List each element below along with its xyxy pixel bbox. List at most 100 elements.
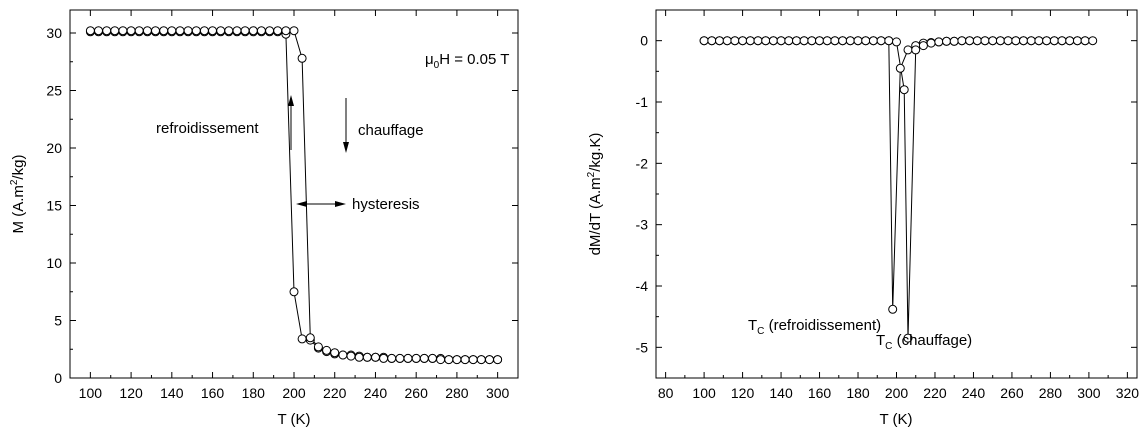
data-point (428, 353, 437, 363)
data-point (305, 333, 315, 343)
data-point (265, 26, 275, 36)
data-point (868, 36, 878, 46)
y-tick-label: 25 (46, 83, 62, 99)
data-point (444, 355, 454, 365)
data-point (248, 26, 258, 36)
data-point (815, 36, 824, 46)
y-tick-label: 30 (46, 25, 62, 41)
data-point (853, 36, 863, 46)
data-point (167, 26, 177, 36)
data-point (216, 26, 226, 36)
y-tick-label: -4 (636, 278, 649, 294)
x-tick-label: 220 (323, 385, 347, 401)
data-point (94, 26, 103, 36)
data-point (699, 36, 709, 46)
data-point (1065, 36, 1075, 46)
data-point (460, 355, 470, 365)
data-point (175, 26, 185, 36)
x-tick-label: 320 (1116, 385, 1140, 401)
data-point (926, 38, 936, 48)
y-axis-label: dM/dT (A.m2/kg.K) (586, 133, 604, 256)
data-point (738, 36, 748, 46)
y-tick-label: 0 (54, 370, 62, 386)
x-tick-label: 80 (658, 385, 674, 401)
data-point (436, 355, 446, 365)
tc-cooling-label: TC (refroidissement) (748, 317, 881, 337)
data-point (118, 26, 128, 36)
axis-ticks: 100 120 140 160 180 200 220 240 260 280 300 0 5 10 15 2… (46, 10, 519, 401)
data-point (395, 353, 405, 363)
y-tick-label: -1 (636, 94, 649, 110)
data-point (387, 353, 397, 363)
cooling-label: refroidissement (156, 120, 259, 137)
data-series (699, 36, 1098, 343)
magnetization-chart: 100 120 140 160 180 200 220 240 260 280 300 0 5 10 15 2… (9, 9, 519, 428)
data-point (142, 26, 152, 36)
data-point (895, 63, 905, 73)
data-point (85, 26, 95, 36)
data-point (273, 26, 283, 36)
x-tick-label: 120 (731, 385, 755, 401)
data-point (768, 36, 778, 46)
data-point (1080, 36, 1090, 46)
x-axis-label: T (K) (277, 411, 310, 428)
data-point (338, 350, 348, 360)
data-point (892, 37, 901, 47)
data-point (988, 36, 998, 46)
data-point (934, 37, 944, 47)
data-point (110, 26, 120, 36)
data-point (1034, 36, 1044, 46)
data-point (899, 85, 909, 95)
y-tick-label: -2 (636, 155, 649, 171)
data-point (792, 36, 801, 46)
data-point (776, 36, 786, 46)
y-tick-label: -3 (636, 217, 649, 233)
data-point (753, 36, 763, 46)
data-point (1003, 36, 1013, 46)
data-point (232, 26, 242, 36)
data-point (191, 26, 201, 36)
data-point (297, 334, 307, 344)
x-tick-label: 160 (201, 385, 225, 401)
x-tick-label: 180 (242, 385, 266, 401)
data-point (183, 26, 193, 36)
series-line (704, 40, 1086, 310)
data-point (493, 355, 503, 365)
data-point (903, 45, 913, 55)
data-point (102, 26, 112, 36)
data-point (876, 36, 886, 46)
x-tick-label: 240 (364, 385, 388, 401)
x-tick-label: 140 (160, 385, 184, 401)
data-point (799, 36, 809, 46)
data-point (208, 26, 217, 36)
series-line (90, 30, 498, 361)
data-point (134, 26, 144, 36)
data-point (957, 36, 967, 46)
data-point (322, 345, 332, 355)
data-point (240, 26, 250, 36)
field-label: μ0H = 0.05 T (425, 51, 509, 71)
data-point (861, 36, 871, 46)
data-point (730, 36, 740, 46)
data-point (807, 36, 817, 46)
y-tick-label: 20 (46, 140, 62, 156)
data-point (297, 53, 307, 63)
series-line (704, 40, 1093, 339)
x-tick-label: 140 (769, 385, 793, 401)
data-point (822, 36, 832, 46)
y-tick-label: 10 (46, 255, 62, 271)
data-point (199, 26, 209, 36)
data-point (476, 355, 486, 365)
x-tick-label: 100 (79, 385, 103, 401)
data-point (715, 36, 724, 46)
data-point (1049, 36, 1059, 46)
series-line (90, 31, 498, 361)
data-point (707, 36, 717, 46)
data-point (403, 353, 413, 363)
data-point (468, 355, 478, 365)
x-tick-label: 260 (1000, 385, 1024, 401)
data-point (784, 36, 794, 46)
heating-label: chauffage (358, 122, 424, 139)
x-tick-label: 220 (923, 385, 947, 401)
y-tick-label: 5 (54, 313, 62, 329)
